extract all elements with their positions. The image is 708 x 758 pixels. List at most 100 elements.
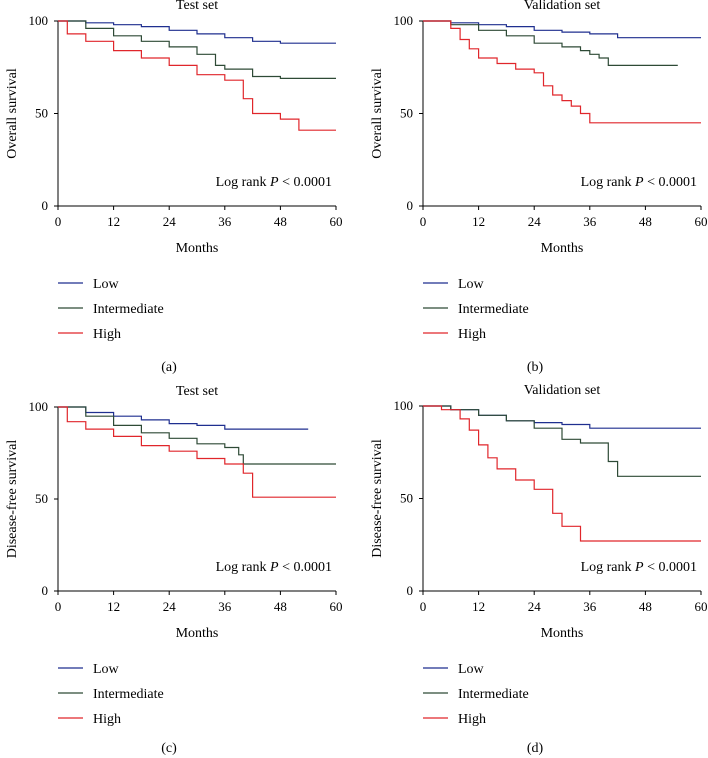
logrank-suffix: < 0.0001	[279, 175, 332, 190]
logrank-annotation: Log rank P < 0.0001	[216, 560, 332, 575]
legend-label: Intermediate	[458, 302, 529, 317]
legend-item-intermediate: Intermediate	[423, 302, 529, 317]
x-tick-label: 12	[472, 214, 485, 229]
x-tick-label: 60	[695, 214, 708, 229]
series-line-high	[58, 406, 336, 498]
logrank-suffix: < 0.0001	[279, 560, 332, 575]
logrank-annotation: Log rank P < 0.0001	[581, 560, 697, 575]
legend-item-intermediate: Intermediate	[58, 302, 164, 317]
x-tick-label: 0	[55, 214, 62, 229]
legend-label: Intermediate	[93, 687, 164, 702]
chart-title: Test set	[176, 0, 218, 13]
logrank-annotation: Log rank P < 0.0001	[216, 175, 332, 190]
logrank-prefix: Log rank	[581, 175, 635, 190]
x-tick-label: 0	[420, 599, 427, 614]
series-line-low	[423, 20, 701, 39]
x-tick-label: 48	[639, 599, 652, 614]
logrank-prefix: Log rank	[581, 560, 635, 575]
logrank-suffix: < 0.0001	[644, 175, 697, 190]
chart-title: Test set	[176, 384, 218, 399]
x-tick-label: 48	[639, 214, 652, 229]
y-tick-label: 50	[35, 106, 48, 121]
legend-item-low: Low	[58, 277, 120, 292]
y-tick-label: 0	[407, 198, 414, 213]
x-tick-label: 60	[330, 599, 343, 614]
y-tick-label: 50	[400, 106, 413, 121]
y-tick-label: 100	[29, 13, 49, 28]
legend-item-high: High	[423, 327, 486, 342]
legend-item-high: High	[423, 712, 486, 727]
x-tick-label: 24	[163, 599, 177, 614]
legend-label: Intermediate	[93, 302, 164, 317]
y-axis-label: Overall survival	[5, 68, 20, 159]
y-tick-label: 50	[35, 491, 48, 506]
series-line-low	[58, 406, 309, 430]
chart-panel-c: Test set 0 12 24 36 48 60 0 50 100 Months Disease-f…	[5, 384, 343, 756]
x-tick-label: 48	[274, 599, 287, 614]
x-axis-label: Months	[176, 241, 219, 256]
chart-panel-b: Validation set 0 12 24 36 48 60 0 50 100 Months Ove…	[370, 0, 708, 375]
series-line-high	[58, 20, 336, 131]
x-axis-label: Months	[541, 241, 584, 256]
chart-panel-d: Validation set 0 12 24 36 48 60 0 50 100 Months Dis…	[370, 383, 708, 756]
legend-item-intermediate: Intermediate	[423, 687, 529, 702]
series-line-high	[423, 20, 701, 124]
legend-item-low: Low	[58, 662, 120, 677]
x-tick-label: 36	[218, 599, 232, 614]
y-tick-label: 100	[394, 13, 414, 28]
chart-panel-a: Test set 0 12 24 36 48 60 0 50 100 Months Overall s…	[5, 0, 343, 375]
legend-label: Low	[93, 662, 120, 677]
chart-title: Validation set	[524, 383, 601, 398]
panel-caption: (a)	[161, 360, 177, 375]
logrank-prefix: Log rank	[216, 175, 270, 190]
x-tick-label: 60	[695, 599, 708, 614]
x-tick-label: 36	[583, 214, 597, 229]
x-tick-label: 36	[583, 599, 597, 614]
legend-item-low: Low	[423, 277, 485, 292]
x-tick-label: 12	[107, 599, 120, 614]
legend-label: Low	[458, 277, 485, 292]
x-tick-label: 48	[274, 214, 287, 229]
y-axis-label: Disease-free survival	[5, 440, 20, 559]
legend-label: High	[458, 712, 486, 727]
legend-item-high: High	[58, 327, 121, 342]
legend-label: Low	[458, 662, 485, 677]
series-line-low	[58, 20, 336, 44]
y-tick-label: 0	[42, 583, 49, 598]
legend-label: Intermediate	[458, 687, 529, 702]
x-tick-label: 0	[420, 214, 427, 229]
legend-label: Low	[93, 277, 120, 292]
series-line-high	[423, 405, 701, 542]
x-axis-label: Months	[541, 626, 584, 641]
series-line-intermediate	[423, 20, 678, 66]
x-axis-label: Months	[176, 626, 219, 641]
logrank-p: P	[269, 560, 279, 575]
x-tick-label: 36	[218, 214, 232, 229]
legend-item-low: Low	[423, 662, 485, 677]
panel-caption: (b)	[527, 360, 544, 375]
x-tick-label: 24	[163, 214, 177, 229]
y-axis-label: Overall survival	[370, 68, 385, 159]
logrank-p: P	[634, 175, 644, 190]
x-tick-label: 24	[528, 214, 542, 229]
y-tick-label: 0	[42, 198, 49, 213]
legend-item-intermediate: Intermediate	[58, 687, 164, 702]
x-tick-label: 60	[330, 214, 343, 229]
logrank-p: P	[634, 560, 644, 575]
logrank-suffix: < 0.0001	[644, 560, 697, 575]
x-tick-label: 12	[107, 214, 120, 229]
x-tick-label: 12	[472, 599, 485, 614]
panel-caption: (c)	[161, 741, 177, 756]
chart-title: Validation set	[524, 0, 601, 13]
logrank-p: P	[269, 175, 279, 190]
x-tick-label: 24	[528, 599, 542, 614]
series-line-intermediate	[58, 20, 336, 79]
x-tick-label: 0	[55, 599, 62, 614]
logrank-annotation: Log rank P < 0.0001	[581, 175, 697, 190]
y-axis-label: Disease-free survival	[370, 439, 385, 558]
y-tick-label: 100	[394, 398, 414, 413]
series-line-intermediate	[423, 405, 701, 477]
panel-caption: (d)	[527, 741, 544, 756]
y-tick-label: 50	[400, 491, 413, 506]
